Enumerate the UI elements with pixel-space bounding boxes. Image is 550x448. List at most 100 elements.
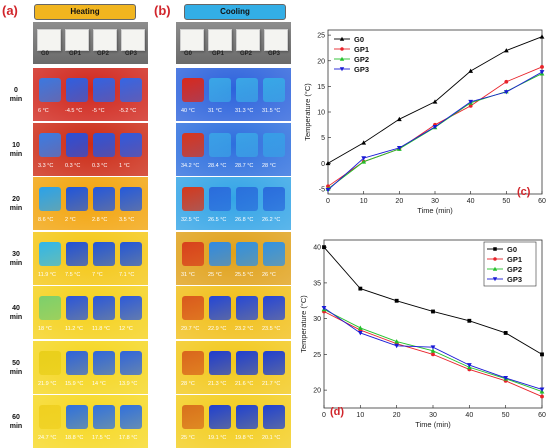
data-point [394,339,400,344]
thermal-sample-cube [263,350,285,375]
data-point [431,309,435,314]
data-point [503,90,509,95]
sample-cube-photo [93,29,117,51]
legend-label: G0 [507,245,517,254]
temperature-reading: 40 °C [181,108,195,114]
data-point [357,325,363,330]
time-unit: min [9,205,23,212]
y-tick-label: 25 [317,33,325,40]
thermal-image: 32.5 °C 26.5 °C 26.8 °C 26.2 °C [176,177,291,230]
thermal-sample-cube [182,350,204,375]
data-point [468,68,474,73]
thermal-sample-cube [209,187,231,211]
y-tick-label: 20 [313,388,321,395]
data-point [325,187,331,193]
y-tick-label: 35 [313,280,321,287]
thermal-sample-cube [66,78,88,102]
thermal-image: 24.7 °C 18.8 °C 17.5 °C 17.8 °C [33,395,148,448]
temperature-reading: 31 °C [208,108,222,114]
temperature-reading: 23.5 °C [262,326,281,332]
heating-samples-photo: G0 GP1 GP2 GP3 [33,22,148,64]
temperature-reading: 31.5 °C [262,108,281,114]
thermal-sample-cube [209,405,231,429]
thermal-sample-cube [236,296,258,320]
thermal-sample-cube [93,350,115,375]
time-label: 30 min [4,250,28,268]
thermal-sample-cube [236,78,258,102]
cooling-temperature-chart: 0 10 20 30 40 50 60 20 25 30 35 40 Time (min) Tempera… [300,239,546,429]
data-point [503,331,508,335]
y-tick-label: 40 [313,245,321,252]
time-value: 20 [12,196,20,203]
data-point [361,156,367,161]
data-point [396,116,402,122]
time-label: 10 min [4,141,28,159]
sample-cube-photo [180,29,204,51]
legend-label: GP2 [507,265,522,274]
x-tick-label: 50 [502,412,510,419]
thermal-sample-cube [66,187,88,211]
thermal-sample-cube [93,405,115,429]
temperature-reading: 6 °C [38,108,49,114]
data-point [467,318,472,323]
thermal-image: 25 °C 19.1 °C 19.8 °C 20.1 °C [176,395,291,448]
temperature-reading: 11.8 °C [92,326,110,332]
thermal-sample-cube [39,187,61,211]
temperature-reading: 28 °C [181,380,195,387]
temperature-reading: 18.8 °C [65,435,84,441]
sample-label: GP2 [240,51,253,57]
temperature-reading: 18 °C [38,326,52,332]
legend-label: GP1 [507,255,522,264]
temperature-reading: -4.5 °C [65,108,83,114]
thermal-sample-cube [263,78,285,102]
sample-cube-photo [236,29,260,51]
temperature-reading: 15.9 °C [65,380,84,387]
data-point [357,331,363,336]
x-tick-label: 60 [538,412,546,419]
time-unit: min [9,96,23,103]
thermal-sample-cube [93,132,115,157]
legend-label: GP3 [507,275,522,284]
data-point [539,387,545,392]
data-point [504,79,509,84]
y-axis-label: Temperature (°C) [300,295,308,353]
thermal-sample-cube [263,405,285,429]
data-point [540,352,544,357]
temperature-reading: 21.3 °C [208,380,227,387]
y-tick-label: 0 [321,161,325,168]
temperature-reading: 20.1 °C [262,435,281,441]
data-point [396,145,402,151]
temperature-reading: 3.5 °C [119,217,135,223]
temperature-reading: 23.2 °C [235,326,254,332]
x-tick-label: 30 [429,412,437,419]
thermal-image: 8.6 °C 2 °C 2.8 °C 3.5 °C [33,177,148,230]
thermal-sample-cube [120,350,142,375]
sample-label: GP3 [268,51,281,57]
temperature-reading: 3.3 °C [38,162,54,169]
x-tick-label: 30 [431,198,439,205]
data-point [492,277,498,282]
temperature-reading: 7.1 °C [119,271,135,278]
thermal-sample-cube [39,132,61,157]
data-point [539,70,545,75]
x-axis-label: Time (min) [415,420,451,429]
thermal-sample-cube [236,187,258,211]
data-point [358,286,363,291]
temperature-reading: 17.8 °C [119,435,138,441]
data-point [492,266,498,271]
thermal-sample-cube [93,78,115,102]
thermal-sample-cube [263,241,285,266]
temperature-reading: 29.7 °C [181,326,200,332]
thermal-sample-cube [209,132,231,157]
temperature-reading: 19.1 °C [208,435,227,441]
thermal-image: 6 °C -4.5 °C -5 °C -5.2 °C [33,68,148,121]
temperature-reading: 28.4 °C [208,162,227,169]
temperature-reading: 26.2 °C [262,217,281,223]
sample-cube-photo [121,29,145,51]
x-tick-label: 40 [467,198,475,205]
temperature-reading: 8.6 °C [38,217,54,223]
thermal-sample-cube [263,132,285,157]
thermal-sample-cube [236,241,258,266]
x-tick-label: 10 [360,198,368,205]
